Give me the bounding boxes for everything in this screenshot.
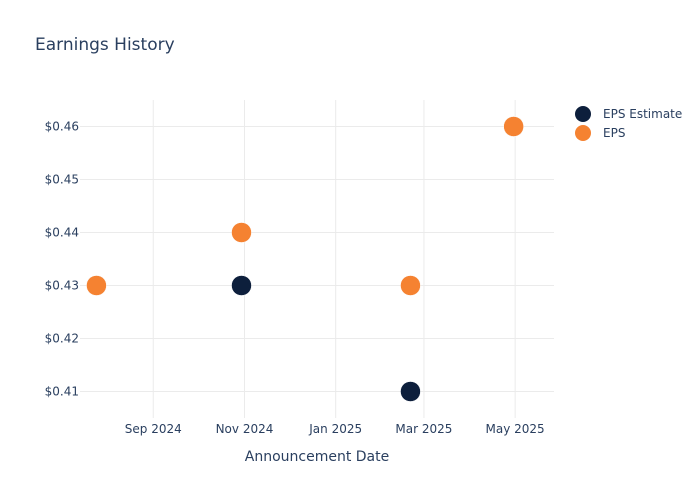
y-tick-label: $0.42	[45, 332, 79, 346]
eps-estimate-point[interactable]	[400, 381, 421, 402]
eps-point[interactable]	[503, 116, 524, 137]
legend-marker	[575, 125, 591, 141]
y-tick-label: $0.46	[45, 120, 79, 134]
series-eps	[86, 116, 524, 296]
legend-marker	[575, 106, 591, 122]
x-axis-title: Announcement Date	[245, 449, 389, 465]
axis-ticks: $0.41 $0.42 $0.43 $0.44 $0.45 $0.46 Sep 2024 No…	[45, 120, 545, 437]
y-tick-label: $0.43	[45, 279, 79, 293]
x-tick-label: Sep 2024	[125, 422, 182, 436]
y-tick-label: $0.41	[45, 385, 79, 399]
legend-item-eps-estimate[interactable]: EPS Estimate	[575, 106, 682, 122]
eps-point[interactable]	[400, 275, 421, 296]
series-eps-estimate	[86, 116, 524, 402]
grid-lines	[80, 100, 554, 418]
eps-estimate-point[interactable]	[231, 275, 252, 296]
legend-item-eps[interactable]: EPS	[575, 125, 625, 141]
x-tick-label: Nov 2024	[216, 422, 274, 436]
chart-title: Earnings History	[35, 35, 175, 55]
eps-point[interactable]	[86, 275, 107, 296]
legend-label: EPS Estimate	[603, 107, 682, 121]
x-tick-label: Mar 2025	[395, 422, 452, 436]
x-tick-label: May 2025	[486, 422, 545, 436]
data-points	[86, 116, 524, 402]
y-tick-label: $0.45	[45, 173, 79, 187]
x-tick-label: Jan 2025	[308, 422, 362, 436]
legend[interactable]: EPS Estimate EPS	[575, 106, 682, 141]
eps-point[interactable]	[231, 222, 252, 243]
legend-label: EPS	[603, 126, 625, 140]
y-tick-label: $0.44	[45, 226, 79, 240]
